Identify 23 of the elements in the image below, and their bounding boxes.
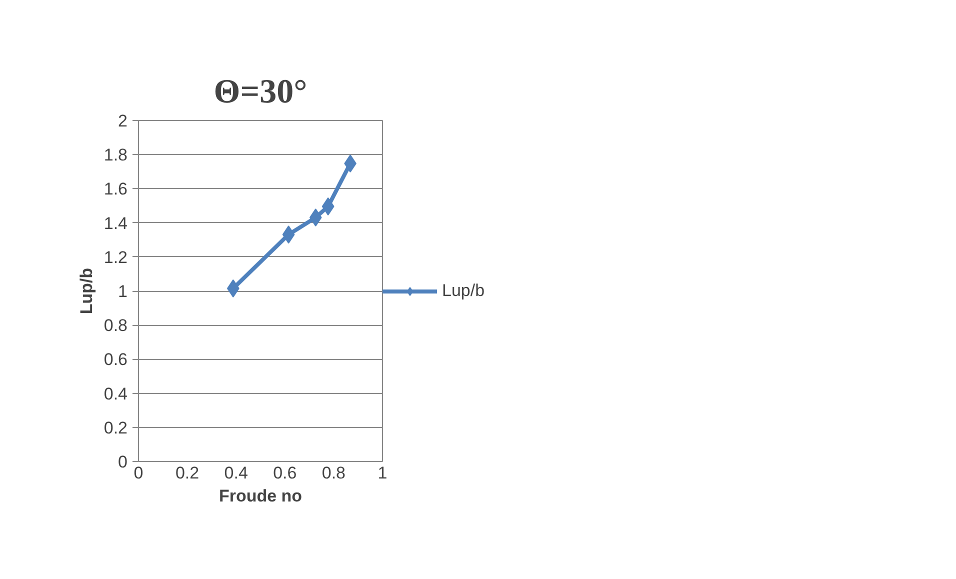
- x-tick-label: 1: [378, 464, 388, 482]
- y-tick-label: 0.2: [104, 418, 128, 438]
- point: [282, 226, 295, 244]
- y-tick-label: 1.6: [104, 180, 128, 199]
- y-tick-label: 1: [118, 282, 128, 301]
- x-tick-label: 0.2: [175, 464, 200, 482]
- y-axis-title: Lup/b: [76, 268, 96, 314]
- y-tick-label: 0.6: [104, 350, 128, 370]
- x-tick-label: 0.6: [273, 464, 297, 482]
- x-tick-label: 0: [134, 464, 144, 482]
- y-tick-label: 0.8: [104, 316, 128, 336]
- y-tick-label: 1.8: [104, 146, 128, 165]
- point: [322, 197, 334, 216]
- y-tick-label: 2: [118, 112, 128, 130]
- y-tick-label: 1.2: [104, 248, 128, 267]
- y-tick-label: 0.4: [104, 384, 128, 404]
- x-tick-label: 0.8: [322, 464, 346, 482]
- y-tick-label: 1.4: [104, 214, 128, 233]
- x-axis-title: Froude no: [218, 486, 302, 506]
- point: [309, 208, 322, 227]
- chart-title: Θ=30°: [214, 74, 308, 110]
- legend-label: Lup/b: [442, 281, 485, 301]
- x-tick-label: 0.4: [224, 464, 248, 482]
